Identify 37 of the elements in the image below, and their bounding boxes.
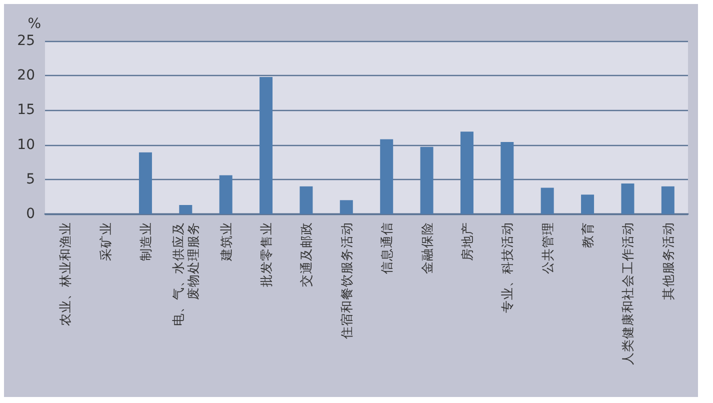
bar (581, 194, 594, 214)
y-tick-label: 25 (17, 33, 35, 49)
bar (340, 200, 353, 214)
y-tick-label: 5 (26, 171, 35, 188)
x-tick-label: 信息通信 (379, 222, 394, 274)
y-tick-label: 15 (17, 102, 35, 118)
y-tick-label: 20 (17, 68, 35, 84)
bar (260, 76, 273, 214)
x-tick-label: 批发零售业 (258, 222, 274, 287)
bar (540, 188, 554, 214)
bar (661, 186, 674, 214)
x-tick-label: 房地产 (459, 222, 474, 261)
x-tick-label: 教育 (580, 222, 596, 248)
x-tick-label: 电、气、水供应及废物处理服务 (170, 222, 201, 326)
bar (138, 152, 152, 214)
x-tick-label: 制造业 (138, 222, 153, 261)
y-tick-label: 0 (26, 206, 35, 222)
bar (179, 205, 192, 214)
x-tick-label: 农业、林业和渔业 (58, 222, 73, 326)
x-tick-label: 住宿和餐饮服务活动 (338, 222, 354, 340)
bar (500, 142, 514, 214)
bar (380, 139, 394, 214)
x-tick-label: 人类健康和社会工作活动 (620, 222, 636, 365)
bar (420, 146, 434, 214)
bar (460, 132, 474, 214)
bar (621, 184, 634, 214)
bar (300, 186, 313, 214)
x-tick-label: 公共管理 (540, 222, 555, 274)
y-axis-title: % (28, 16, 41, 32)
y-tick-label: 10 (17, 136, 35, 153)
x-tick-label: 建筑业 (218, 222, 234, 262)
x-tick-label: 专业、科技活动 (500, 222, 515, 313)
x-tick-label: 交通及邮政 (298, 222, 314, 287)
bar (219, 175, 232, 214)
x-tick-label: 采矿业 (98, 222, 113, 261)
x-tick-label: 金融保险 (419, 222, 434, 274)
x-tick-label: 其他服务活动 (660, 222, 676, 300)
